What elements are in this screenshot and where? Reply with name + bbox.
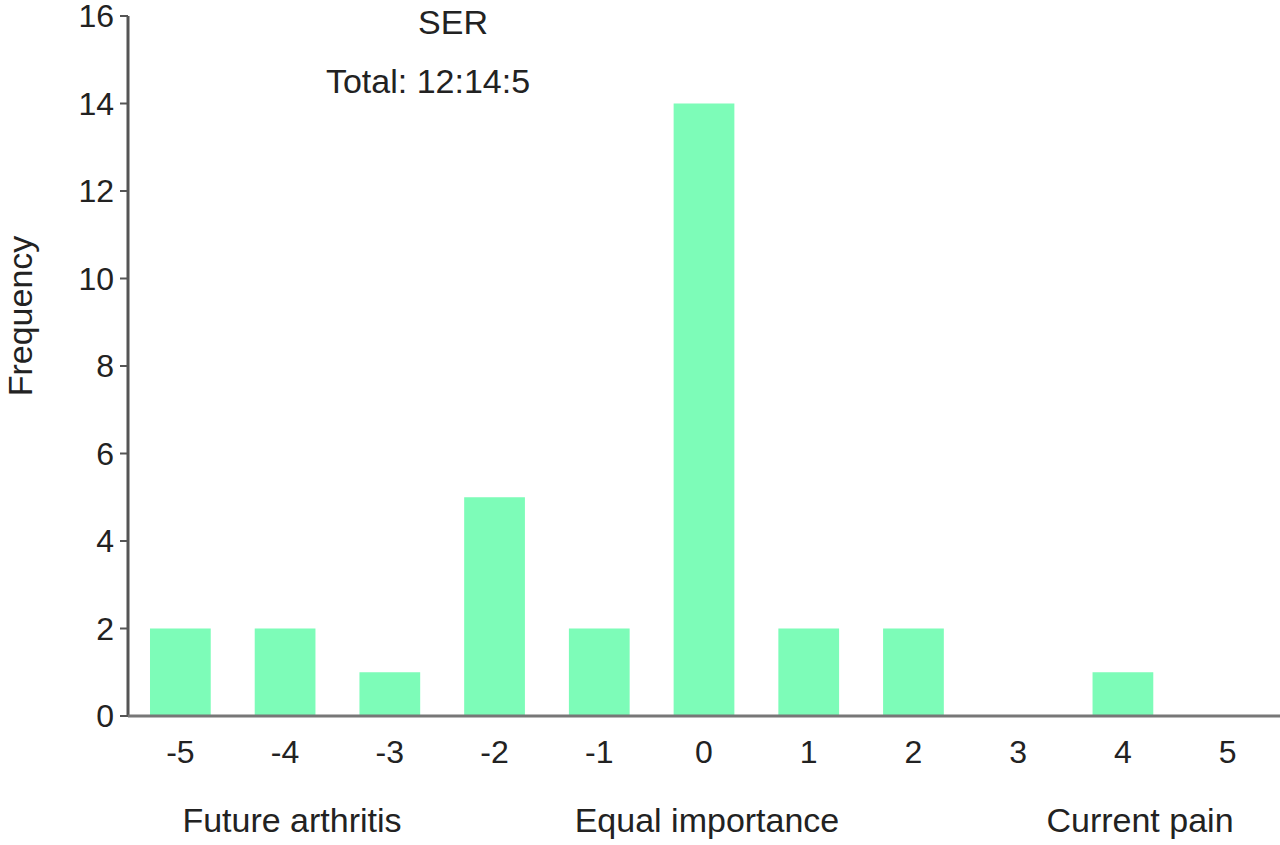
title: SER <box>418 3 488 41</box>
y-tick <box>120 715 128 717</box>
bar <box>255 629 316 717</box>
y-axis-label: Frequency <box>1 236 39 397</box>
bar <box>883 629 944 717</box>
y-tick <box>120 628 128 630</box>
bar <box>150 629 211 717</box>
bar <box>1093 672 1154 716</box>
annotation: Future arthritis <box>182 801 401 839</box>
x-tick-label: 3 <box>1009 734 1027 770</box>
bar <box>674 104 735 717</box>
y-tick-label: 16 <box>78 0 114 34</box>
y-tick <box>120 190 128 192</box>
y-tick <box>120 540 128 542</box>
x-tick-label: 1 <box>800 734 818 770</box>
y-tick-label: 12 <box>78 173 114 209</box>
chart: 0246810121416-5-4-3-2-1012345Future arth… <box>0 0 1280 845</box>
x-tick-label: 0 <box>695 734 713 770</box>
y-tick <box>120 365 128 367</box>
subtitle: Total: 12:14:5 <box>326 62 530 100</box>
y-tick-label: 6 <box>96 436 114 472</box>
x-tick-label: 2 <box>905 734 923 770</box>
x-tick-label: -1 <box>585 734 613 770</box>
y-tick-label: 10 <box>78 261 114 297</box>
y-tick <box>120 103 128 105</box>
y-tick-label: 4 <box>96 523 114 559</box>
y-tick-label: 2 <box>96 611 114 647</box>
x-tick-label: 4 <box>1114 734 1132 770</box>
y-tick-label: 8 <box>96 348 114 384</box>
x-tick-label: -5 <box>166 734 194 770</box>
annotation: Current pain <box>1046 801 1233 839</box>
bar <box>464 497 525 716</box>
x-axis-line <box>128 715 1280 718</box>
x-tick-label: -2 <box>480 734 508 770</box>
y-tick <box>120 453 128 455</box>
x-tick-label: -4 <box>271 734 299 770</box>
bar <box>778 629 839 717</box>
bars <box>150 104 1153 717</box>
x-tick-label: 5 <box>1219 734 1237 770</box>
y-tick <box>120 15 128 17</box>
y-tick-label: 0 <box>96 698 114 734</box>
y-tick-label: 14 <box>78 86 114 122</box>
annotation: Equal importance <box>575 801 840 839</box>
bar <box>569 629 630 717</box>
x-tick-label: -3 <box>376 734 404 770</box>
y-tick <box>120 278 128 280</box>
bar <box>359 672 420 716</box>
